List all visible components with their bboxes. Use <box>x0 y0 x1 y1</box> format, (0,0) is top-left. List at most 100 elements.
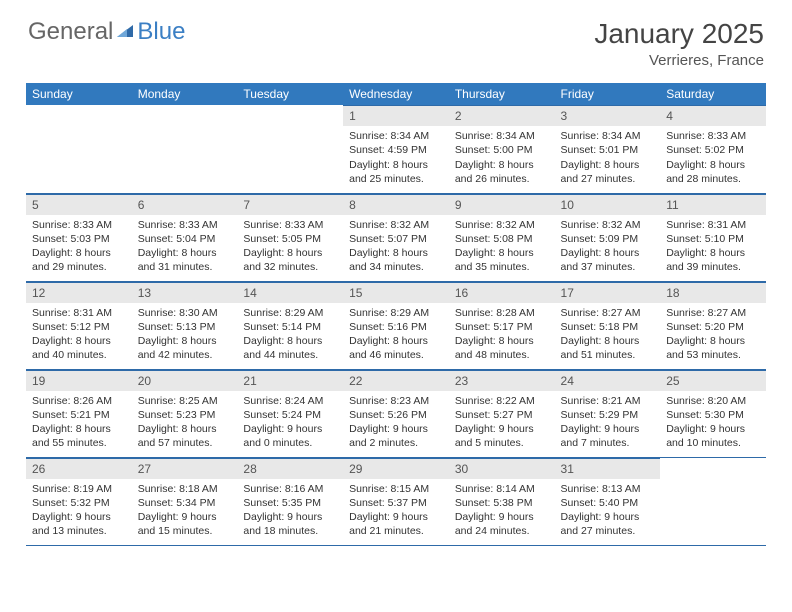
calendar-day-cell: 18Sunrise: 8:27 AMSunset: 5:20 PMDayligh… <box>660 281 766 369</box>
month-title: January 2025 <box>594 18 764 50</box>
daylight-line1: Daylight: 8 hours <box>666 334 760 348</box>
calendar-day-cell: 25Sunrise: 8:20 AMSunset: 5:30 PMDayligh… <box>660 369 766 457</box>
calendar-day-cell: 28Sunrise: 8:16 AMSunset: 5:35 PMDayligh… <box>237 457 343 545</box>
day-number: 7 <box>237 194 343 215</box>
day-number: 26 <box>26 458 132 479</box>
day-number: 30 <box>449 458 555 479</box>
day-number: 23 <box>449 370 555 391</box>
calendar-day-cell: 12Sunrise: 8:31 AMSunset: 5:12 PMDayligh… <box>26 281 132 369</box>
day-body: Sunrise: 8:15 AMSunset: 5:37 PMDaylight:… <box>343 479 449 543</box>
sunrise-text: Sunrise: 8:23 AM <box>349 394 443 408</box>
calendar-day-cell: 31Sunrise: 8:13 AMSunset: 5:40 PMDayligh… <box>555 457 661 545</box>
calendar-day-cell: 3Sunrise: 8:34 AMSunset: 5:01 PMDaylight… <box>555 105 661 193</box>
daylight-line2: and 46 minutes. <box>349 348 443 362</box>
sunset-text: Sunset: 5:34 PM <box>138 496 232 510</box>
day-number: 31 <box>555 458 661 479</box>
daylight-line1: Daylight: 9 hours <box>243 510 337 524</box>
day-number: 9 <box>449 194 555 215</box>
sunset-text: Sunset: 5:20 PM <box>666 320 760 334</box>
sunset-text: Sunset: 5:05 PM <box>243 232 337 246</box>
sunrise-text: Sunrise: 8:19 AM <box>32 482 126 496</box>
day-number: 28 <box>237 458 343 479</box>
sunset-text: Sunset: 5:26 PM <box>349 408 443 422</box>
day-body: Sunrise: 8:26 AMSunset: 5:21 PMDaylight:… <box>26 391 132 455</box>
day-body: Sunrise: 8:24 AMSunset: 5:24 PMDaylight:… <box>237 391 343 455</box>
day-number: 27 <box>132 458 238 479</box>
sunset-text: Sunset: 5:00 PM <box>455 143 549 157</box>
sunset-text: Sunset: 5:29 PM <box>561 408 655 422</box>
day-number: 4 <box>660 105 766 126</box>
sunset-text: Sunset: 5:09 PM <box>561 232 655 246</box>
day-number: 25 <box>660 370 766 391</box>
sunrise-text: Sunrise: 8:29 AM <box>349 306 443 320</box>
daylight-line2: and 18 minutes. <box>243 524 337 538</box>
calendar-day-cell: 24Sunrise: 8:21 AMSunset: 5:29 PMDayligh… <box>555 369 661 457</box>
calendar-day-cell: 10Sunrise: 8:32 AMSunset: 5:09 PMDayligh… <box>555 193 661 281</box>
daylight-line1: Daylight: 9 hours <box>349 422 443 436</box>
daylight-line2: and 37 minutes. <box>561 260 655 274</box>
daylight-line2: and 42 minutes. <box>138 348 232 362</box>
daylight-line1: Daylight: 8 hours <box>455 158 549 172</box>
daylight-line1: Daylight: 8 hours <box>138 334 232 348</box>
sunrise-text: Sunrise: 8:25 AM <box>138 394 232 408</box>
calendar-day-cell: 6Sunrise: 8:33 AMSunset: 5:04 PMDaylight… <box>132 193 238 281</box>
logo-sail-icon <box>115 18 135 46</box>
sunset-text: Sunset: 5:21 PM <box>32 408 126 422</box>
calendar-day-cell: 30Sunrise: 8:14 AMSunset: 5:38 PMDayligh… <box>449 457 555 545</box>
sunrise-text: Sunrise: 8:15 AM <box>349 482 443 496</box>
daylight-line1: Daylight: 8 hours <box>32 246 126 260</box>
day-number: 29 <box>343 458 449 479</box>
day-body: Sunrise: 8:27 AMSunset: 5:20 PMDaylight:… <box>660 303 766 367</box>
day-body: Sunrise: 8:33 AMSunset: 5:04 PMDaylight:… <box>132 215 238 279</box>
sunset-text: Sunset: 5:14 PM <box>243 320 337 334</box>
calendar-week-row: 19Sunrise: 8:26 AMSunset: 5:21 PMDayligh… <box>26 369 766 457</box>
day-body: Sunrise: 8:27 AMSunset: 5:18 PMDaylight:… <box>555 303 661 367</box>
sunrise-text: Sunrise: 8:34 AM <box>349 129 443 143</box>
daylight-line2: and 40 minutes. <box>32 348 126 362</box>
daylight-line1: Daylight: 9 hours <box>138 510 232 524</box>
daylight-line1: Daylight: 8 hours <box>666 158 760 172</box>
page-header: General Blue January 2025 Verrieres, Fra… <box>0 0 792 77</box>
daylight-line1: Daylight: 8 hours <box>32 422 126 436</box>
daylight-line1: Daylight: 8 hours <box>349 246 443 260</box>
calendar-table: SundayMondayTuesdayWednesdayThursdayFrid… <box>26 83 766 546</box>
daylight-line1: Daylight: 9 hours <box>561 422 655 436</box>
daylight-line1: Daylight: 8 hours <box>138 422 232 436</box>
calendar-empty-cell <box>26 105 132 193</box>
daylight-line2: and 53 minutes. <box>666 348 760 362</box>
calendar-empty-cell <box>132 105 238 193</box>
daylight-line2: and 27 minutes. <box>561 172 655 186</box>
sunrise-text: Sunrise: 8:32 AM <box>349 218 443 232</box>
daylight-line2: and 34 minutes. <box>349 260 443 274</box>
logo: General Blue <box>28 18 185 46</box>
sunset-text: Sunset: 5:23 PM <box>138 408 232 422</box>
daylight-line2: and 0 minutes. <box>243 436 337 450</box>
calendar-day-cell: 21Sunrise: 8:24 AMSunset: 5:24 PMDayligh… <box>237 369 343 457</box>
daylight-line2: and 26 minutes. <box>455 172 549 186</box>
daylight-line2: and 51 minutes. <box>561 348 655 362</box>
sunrise-text: Sunrise: 8:24 AM <box>243 394 337 408</box>
day-number: 2 <box>449 105 555 126</box>
weekday-header: Thursday <box>449 83 555 105</box>
day-body: Sunrise: 8:34 AMSunset: 5:00 PMDaylight:… <box>449 126 555 190</box>
day-body: Sunrise: 8:29 AMSunset: 5:16 PMDaylight:… <box>343 303 449 367</box>
sunset-text: Sunset: 5:13 PM <box>138 320 232 334</box>
day-body: Sunrise: 8:31 AMSunset: 5:12 PMDaylight:… <box>26 303 132 367</box>
sunrise-text: Sunrise: 8:29 AM <box>243 306 337 320</box>
day-number: 8 <box>343 194 449 215</box>
sunrise-text: Sunrise: 8:28 AM <box>455 306 549 320</box>
weekday-header: Wednesday <box>343 83 449 105</box>
day-body: Sunrise: 8:34 AMSunset: 5:01 PMDaylight:… <box>555 126 661 190</box>
calendar-day-cell: 2Sunrise: 8:34 AMSunset: 5:00 PMDaylight… <box>449 105 555 193</box>
day-number: 18 <box>660 282 766 303</box>
calendar-day-cell: 4Sunrise: 8:33 AMSunset: 5:02 PMDaylight… <box>660 105 766 193</box>
day-body: Sunrise: 8:20 AMSunset: 5:30 PMDaylight:… <box>660 391 766 455</box>
day-number: 12 <box>26 282 132 303</box>
day-number: 22 <box>343 370 449 391</box>
sunrise-text: Sunrise: 8:16 AM <box>243 482 337 496</box>
daylight-line1: Daylight: 8 hours <box>32 334 126 348</box>
sunset-text: Sunset: 5:24 PM <box>243 408 337 422</box>
day-body: Sunrise: 8:22 AMSunset: 5:27 PMDaylight:… <box>449 391 555 455</box>
calendar-day-cell: 15Sunrise: 8:29 AMSunset: 5:16 PMDayligh… <box>343 281 449 369</box>
sunset-text: Sunset: 4:59 PM <box>349 143 443 157</box>
